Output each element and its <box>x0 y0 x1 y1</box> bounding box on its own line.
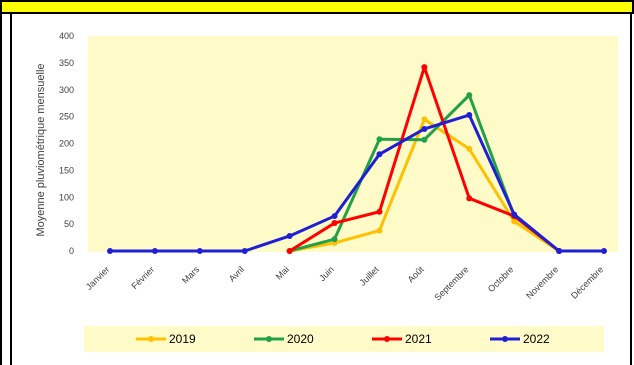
legend-item-2022: 2022 <box>490 332 550 346</box>
data-point <box>376 208 383 215</box>
plot-area <box>88 36 618 252</box>
legend-swatch-marker <box>502 336 508 342</box>
x-tick-label: Juillet <box>358 264 382 288</box>
y-tick-label: 250 <box>59 112 74 122</box>
y-tick-label: 400 <box>59 31 74 41</box>
y-tick-label: 150 <box>59 165 74 175</box>
data-point <box>511 211 518 218</box>
data-point <box>241 248 248 254</box>
x-ticks: Janvier Février Mars Avril Mai Juin Juillet Aoû… <box>84 264 606 303</box>
y-tick-label: 0 <box>69 246 74 256</box>
x-tick-label: Octobre <box>486 264 516 294</box>
data-point <box>601 248 607 254</box>
y-tick-label: 50 <box>64 219 74 229</box>
series-line <box>110 113 604 253</box>
x-tick-label: Janvier <box>84 264 112 292</box>
data-point <box>331 220 338 227</box>
y-ticks: 0 50 100 150 200 250 300 350 400 <box>59 31 74 256</box>
legend-label: 2021 <box>405 332 432 346</box>
x-tick-label: Août <box>406 264 427 285</box>
data-point <box>421 136 428 143</box>
data-point <box>376 151 383 158</box>
data-point <box>466 112 473 119</box>
data-point <box>376 227 383 234</box>
x-tick-label: Mai <box>274 264 291 281</box>
data-point <box>286 248 293 254</box>
y-tick-label: 300 <box>59 85 74 95</box>
series-2022 <box>107 112 607 254</box>
legend-item-2019: 2019 <box>136 332 196 346</box>
x-tick-label: Novembre <box>524 264 560 300</box>
x-tick-label: Juin <box>317 264 336 283</box>
legend-label: 2020 <box>287 332 314 346</box>
data-point <box>466 92 473 99</box>
y-tick-label: 100 <box>59 192 74 202</box>
data-point <box>421 125 428 132</box>
legend-item-2021: 2021 <box>372 332 432 346</box>
legend-swatch-marker <box>266 336 272 342</box>
x-tick-label: Février <box>129 264 156 291</box>
x-tick-label: Avril <box>227 264 246 283</box>
data-point <box>376 136 383 143</box>
left-rule <box>0 0 6 365</box>
data-point <box>466 145 473 152</box>
data-point <box>331 213 338 220</box>
data-point <box>421 64 428 71</box>
data-point <box>196 248 203 254</box>
data-point <box>286 232 293 239</box>
data-point <box>511 218 518 225</box>
series-group <box>107 64 607 254</box>
data-point <box>556 248 563 254</box>
x-tick-label: Mars <box>180 264 202 286</box>
legend-swatch-marker <box>384 336 390 342</box>
y-tick-label: 350 <box>59 58 74 68</box>
x-tick-label: Décembre <box>569 264 605 300</box>
x-tick-label: Septembre <box>432 264 470 302</box>
legend-label: 2022 <box>523 332 550 346</box>
data-point <box>151 248 158 254</box>
data-point <box>421 116 428 123</box>
data-point <box>466 195 473 202</box>
legend-swatch-marker <box>148 336 154 342</box>
legend-label: 2019 <box>169 332 196 346</box>
legend-item-2020: 2020 <box>254 332 314 346</box>
y-tick-label: 200 <box>59 139 74 149</box>
legend: 2019 2020 2021 2022 <box>136 332 550 346</box>
y-axis-label: Moyenne pluviométrique mensuelle <box>35 63 47 236</box>
data-point <box>107 248 113 254</box>
data-point <box>331 236 338 243</box>
